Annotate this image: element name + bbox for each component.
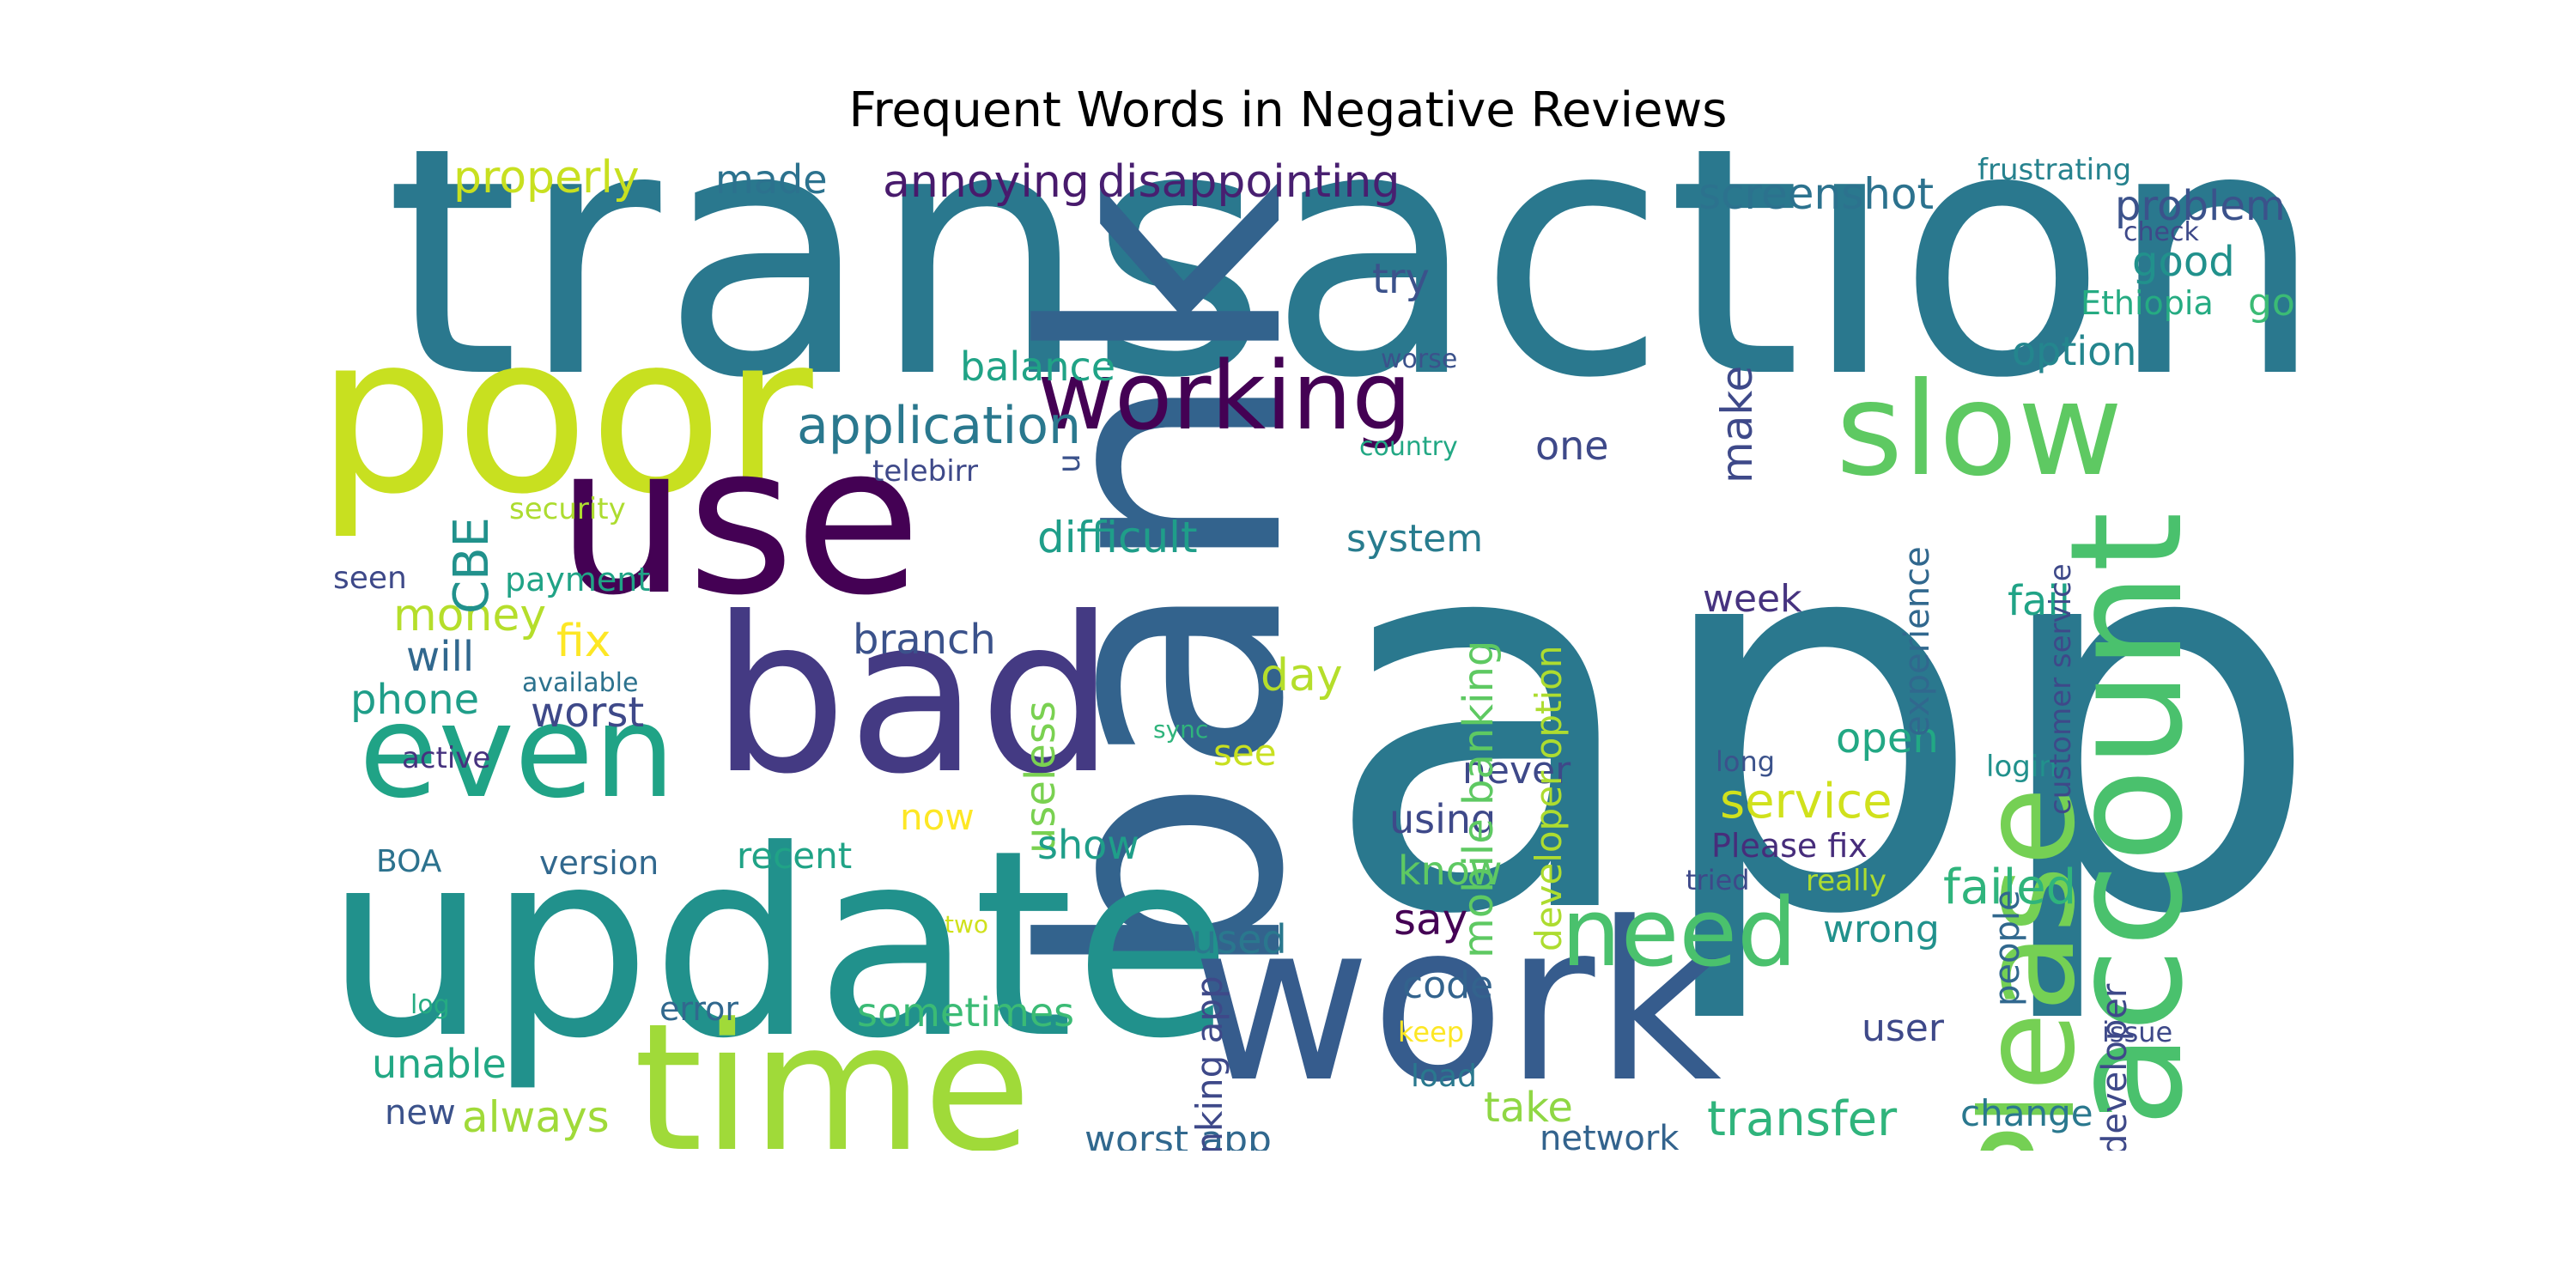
word-please-fix: Please fix — [1711, 827, 1868, 865]
word-boa: BOA — [376, 844, 442, 879]
word-new: new — [385, 1093, 456, 1133]
word-telebirr: telebirr — [872, 454, 979, 489]
word-fail: fail — [2008, 577, 2070, 625]
word-banking-app: banking app — [1188, 975, 1230, 1151]
word-take: take — [1484, 1084, 1573, 1132]
word-user: user — [1862, 1006, 1944, 1050]
word-network: network — [1540, 1119, 1680, 1151]
word-security: security — [509, 492, 626, 526]
word-code: code — [1402, 963, 1494, 1007]
word-app: app — [1321, 412, 2322, 1031]
word-fix: fix — [556, 616, 611, 667]
word-week: week — [1703, 577, 1802, 621]
word-people: people — [1988, 890, 2027, 1006]
word-login: login — [1986, 750, 2057, 784]
word-service: service — [1720, 774, 1893, 829]
word-good: good — [2132, 238, 2235, 286]
word-experience: experience — [1898, 546, 1937, 737]
word-option: option — [2012, 328, 2137, 374]
word-worst: worst — [531, 689, 645, 737]
word-log: log — [410, 990, 450, 1020]
word-wrong: wrong — [1823, 908, 1940, 951]
word-change: change — [1960, 1092, 2093, 1134]
word-work: work — [1192, 876, 1722, 1131]
word-balance: balance — [960, 343, 1116, 390]
word-say: say — [1394, 895, 1468, 945]
word-application: application — [797, 396, 1081, 456]
word-show: show — [1037, 822, 1139, 868]
word-error: error — [659, 990, 738, 1028]
word-really: really — [1806, 864, 1886, 898]
word-annoying: annoying — [883, 156, 1090, 208]
word-make: make — [1712, 365, 1762, 483]
word-available: available — [522, 668, 639, 698]
word-phone: phone — [350, 676, 480, 724]
word-use: use — [556, 400, 921, 641]
word-poor: poor — [333, 288, 813, 543]
word-issue: issue — [2102, 1016, 2173, 1048]
word-developer-option: developer option — [1528, 645, 1570, 952]
word-problem: problem — [2115, 182, 2286, 230]
word-even: even — [359, 677, 676, 827]
word-always: always — [462, 1092, 610, 1142]
word-made: made — [715, 156, 828, 203]
word-worst-app: worst app — [1084, 1118, 1272, 1151]
word-go: go — [2248, 281, 2295, 325]
word-transfer: transfer — [1707, 1091, 1898, 1147]
word-never: never — [1462, 749, 1571, 793]
word-time: time — [634, 987, 1032, 1151]
word-will: will — [406, 633, 475, 681]
word-working: working — [1037, 341, 1413, 451]
word-open: open — [1836, 714, 1939, 762]
word-tried: tried — [1686, 864, 1750, 896]
word-check: check — [2123, 217, 2199, 247]
word-load: load — [1411, 1059, 1477, 1094]
word-try: try — [1372, 255, 1430, 303]
word-sometimes: sometimes — [857, 989, 1075, 1036]
word-cloud: app transaction bank update work poor use bad ti… — [333, 151, 2322, 1151]
word-using: using — [1389, 796, 1497, 842]
word-ethiopia: Ethiopia — [2081, 284, 2214, 322]
word-bad: bad — [711, 571, 1115, 821]
word-branch: branch — [853, 616, 996, 664]
word-keep: keep — [1398, 1016, 1465, 1048]
word-used: used — [1192, 916, 1287, 963]
word-version: version — [539, 844, 659, 882]
word-customer-service: customer service — [2044, 563, 2078, 815]
word-active: active — [402, 741, 491, 775]
word-recent: recent — [737, 835, 853, 877]
word-payment: payment — [505, 561, 651, 598]
word-system: system — [1346, 517, 1484, 561]
word-need: need — [1561, 878, 1797, 987]
word-screenshot: screenshot — [1698, 169, 1935, 219]
word-long: long — [1716, 745, 1776, 778]
word-transaction: transaction — [385, 151, 2322, 453]
word-difficult: difficult — [1037, 513, 1198, 562]
word-disappointing: disappointing — [1097, 156, 1400, 208]
word-know: know — [1398, 848, 1503, 894]
chart-title: Frequent Words in Negative Reviews — [848, 82, 1728, 138]
word-country: country — [1359, 432, 1458, 462]
word-frustrating: frustrating — [1978, 153, 2132, 187]
word-u: u — [1052, 453, 1087, 473]
word-developer: developer — [2095, 983, 2135, 1151]
word-sync: sync — [1153, 715, 1209, 744]
word-one: one — [1535, 422, 1609, 469]
word-two: two — [945, 910, 989, 939]
word-cbe: CBE — [444, 517, 500, 614]
word-see: see — [1213, 732, 1277, 774]
word-now: now — [900, 796, 975, 838]
word-seen: seen — [333, 561, 407, 596]
word-money: money — [393, 590, 547, 641]
word-worse: worse — [1381, 344, 1458, 374]
word-failed: failed — [1943, 860, 2077, 915]
word-properly: properly — [453, 152, 640, 204]
word-mobile-banking: mobile banking — [1455, 640, 1503, 958]
word-unable: unable — [372, 1041, 507, 1087]
word-day: day — [1261, 650, 1343, 702]
word-slow: slow — [1836, 355, 2123, 505]
word-update: update — [333, 795, 1233, 1095]
